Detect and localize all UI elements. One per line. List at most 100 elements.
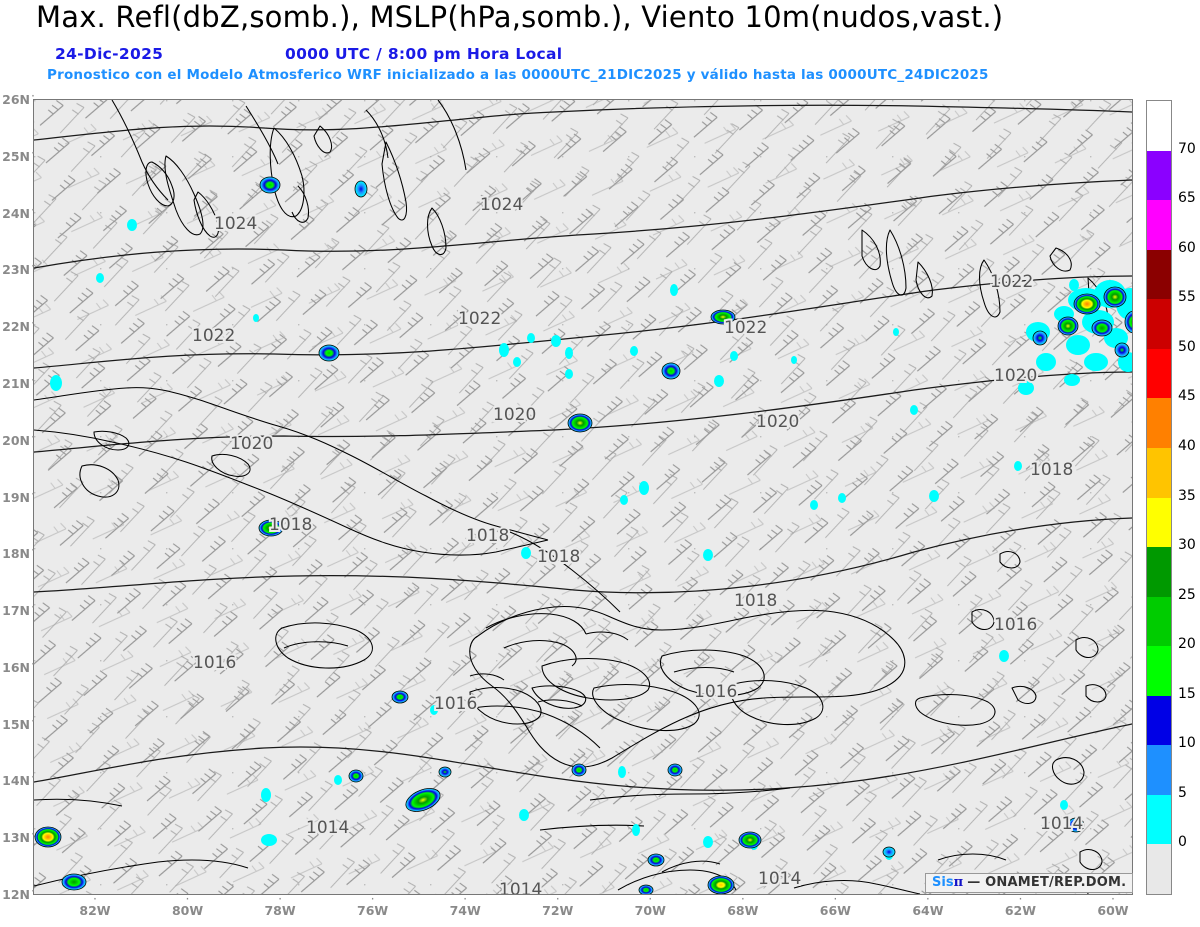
x-axis-tick-72w: 72W	[542, 903, 574, 918]
y-axis-tick-mark: ·	[31, 769, 35, 785]
x-axis-tick-64w: 64W	[912, 903, 944, 918]
y-axis-tick-14n: 14N	[2, 773, 30, 789]
colorbar-tick-50: 50	[1178, 338, 1196, 355]
isobar-label-halo: 1018	[466, 526, 509, 546]
y-axis-tick-17n: 17N	[2, 603, 30, 619]
colorbar-band-10	[1147, 745, 1171, 795]
colorbar-tick-40: 40	[1178, 437, 1196, 454]
y-axis-tick-24n: 24N	[2, 205, 30, 221]
y-axis-tick-mark: ·	[31, 712, 35, 728]
wind-barb-field	[34, 100, 1132, 894]
model-description: Pronostico con el Modelo Atmosferico WRF…	[47, 67, 989, 83]
x-axis-tick-82w: 82W	[79, 903, 111, 918]
isobar-label-halo: 1022	[458, 309, 501, 329]
isobar-label-halo: 1022	[192, 326, 235, 346]
colorbar-band-70	[1147, 150, 1171, 201]
y-axis-tick-26n: 26N	[2, 92, 30, 107]
isobar-label-1024: 1024	[214, 214, 257, 234]
isobar-label-1014: 1014	[758, 869, 801, 889]
x-axis-tick-68w: 68W	[727, 903, 759, 918]
isobar-label-halo: 1018	[537, 547, 580, 567]
page-title: Max. Refl(dbZ,somb.), MSLP(hPa,somb.), V…	[36, 0, 1004, 34]
colorbar-band-5	[1147, 794, 1171, 845]
isobar-label-1020: 1020	[230, 434, 273, 454]
y-axis-tick-21n: 21N	[2, 375, 30, 391]
isobar-label-halo: 1014	[1040, 814, 1083, 834]
y-axis-tick-mark: ·	[31, 201, 35, 217]
x-axis-tick-mark: ·	[1111, 891, 1115, 906]
colorbar-tick-55: 55	[1178, 289, 1196, 306]
isobar-label-1024: 1024	[480, 195, 523, 215]
forecast-time: 0000 UTC / 8:00 pm Hora Local	[285, 45, 563, 63]
x-axis-tick-mark: ·	[370, 891, 375, 906]
logo-sis-text: Sis	[932, 875, 954, 890]
colorbar-band-30	[1147, 547, 1171, 597]
colorbar-tick-5: 5	[1178, 784, 1187, 801]
colorbar-band-top	[1147, 101, 1171, 151]
colorbar-tick-65: 65	[1178, 190, 1196, 207]
colorbar-band-15	[1147, 695, 1171, 746]
isobar-label-1018: 1018	[734, 591, 777, 611]
isobar-label-1020: 1020	[756, 412, 799, 432]
isobar-label-halo: 1020	[493, 405, 536, 425]
isobar-label-halo: 1016	[994, 615, 1037, 635]
isobar-label-halo: 1018	[269, 515, 312, 535]
isobar-label-halo: 1014	[499, 880, 542, 894]
x-axis-tick-mark: ·	[648, 891, 653, 906]
x-axis-tick-mark: ·	[463, 891, 468, 906]
x-axis-tick-mark: ·	[278, 891, 283, 906]
header: Max. Refl(dbZ,somb.), MSLP(hPa,somb.), V…	[0, 0, 1200, 92]
y-axis-tick-mark: ·	[31, 542, 35, 558]
y-axis-tick-mark: ·	[31, 599, 35, 615]
y-axis-tick-mark: ·	[31, 371, 35, 387]
x-axis-tick-mark: ·	[833, 891, 838, 906]
isobar-label-halo: 1014	[758, 869, 801, 889]
isobar-label-1016: 1016	[193, 653, 236, 673]
subtitle-line: 24-Dic-2025 0000 UTC / 8:00 pm Hora Local	[55, 44, 562, 63]
colorbar-band-20	[1147, 646, 1171, 696]
isobar-label-1014: 1014	[499, 880, 542, 894]
isobar-label-halo: 1022	[990, 272, 1033, 292]
y-axis-tick-mark: ·	[31, 428, 35, 444]
colorbar-tick-10: 10	[1178, 735, 1196, 752]
y-axis-tick-mark: ·	[31, 883, 35, 898]
isobar-label-halo: 1016	[694, 682, 737, 702]
colorbar-tick-60: 60	[1178, 239, 1196, 256]
isobar-label-halo: 1020	[756, 412, 799, 432]
reflectivity-cells	[34, 176, 1132, 894]
y-axis-tick-25n: 25N	[2, 148, 30, 164]
x-axis-tick-mark: ·	[93, 891, 97, 906]
colorbar-tick-70: 70	[1178, 140, 1196, 157]
logo-agency-text: — ONAMET/REP.DOM.	[967, 875, 1127, 890]
isobar-label-1022: 1022	[458, 309, 501, 329]
y-axis-tick-15n: 15N	[2, 716, 30, 732]
isobar-label-1018: 1018	[269, 515, 312, 535]
isobar-label-1018: 1018	[466, 526, 509, 546]
isobar-label-halo: 1020	[230, 434, 273, 454]
colorbar-tick-15: 15	[1178, 685, 1196, 702]
isobar-label-1014: 1014	[1040, 814, 1083, 834]
isobar-label-1022: 1022	[990, 272, 1033, 292]
isobar-label-halo: 1016	[434, 694, 477, 714]
y-axis-tick-23n: 23N	[2, 262, 30, 278]
colorbar-band-55	[1147, 299, 1171, 349]
isobar-label-halo: 1018	[1030, 460, 1073, 480]
attribution-logo: Sisπ — ONAMET/REP.DOM.	[925, 873, 1134, 893]
y-axis-tick-12n: 12N	[2, 887, 30, 902]
x-axis-tick-70w: 70W	[634, 903, 666, 918]
isobar-label-1016: 1016	[994, 615, 1037, 635]
isobar-label-1022: 1022	[724, 318, 767, 338]
x-axis-tick-78w: 78W	[264, 903, 296, 918]
y-axis-tick-mark: ·	[31, 826, 35, 842]
reflectivity-colorbar[interactable]	[1146, 100, 1172, 895]
isobar-label-halo: 1020	[994, 366, 1037, 386]
isobar-label-1020: 1020	[493, 405, 536, 425]
colorbar-tick-0: 0	[1178, 834, 1187, 851]
colorbar-band-35	[1147, 497, 1171, 548]
y-axis-tick-mark: ·	[31, 88, 35, 103]
colorbar-band-0	[1147, 844, 1171, 894]
x-axis-tick-66w: 66W	[819, 903, 851, 918]
weather-map[interactable]: 1024 1024 1024 1024 1022 1022 1022 1022 1022 1022…	[33, 99, 1133, 895]
y-axis-tick-mark: ·	[31, 258, 35, 274]
y-axis-tick-18n: 18N	[2, 546, 30, 562]
